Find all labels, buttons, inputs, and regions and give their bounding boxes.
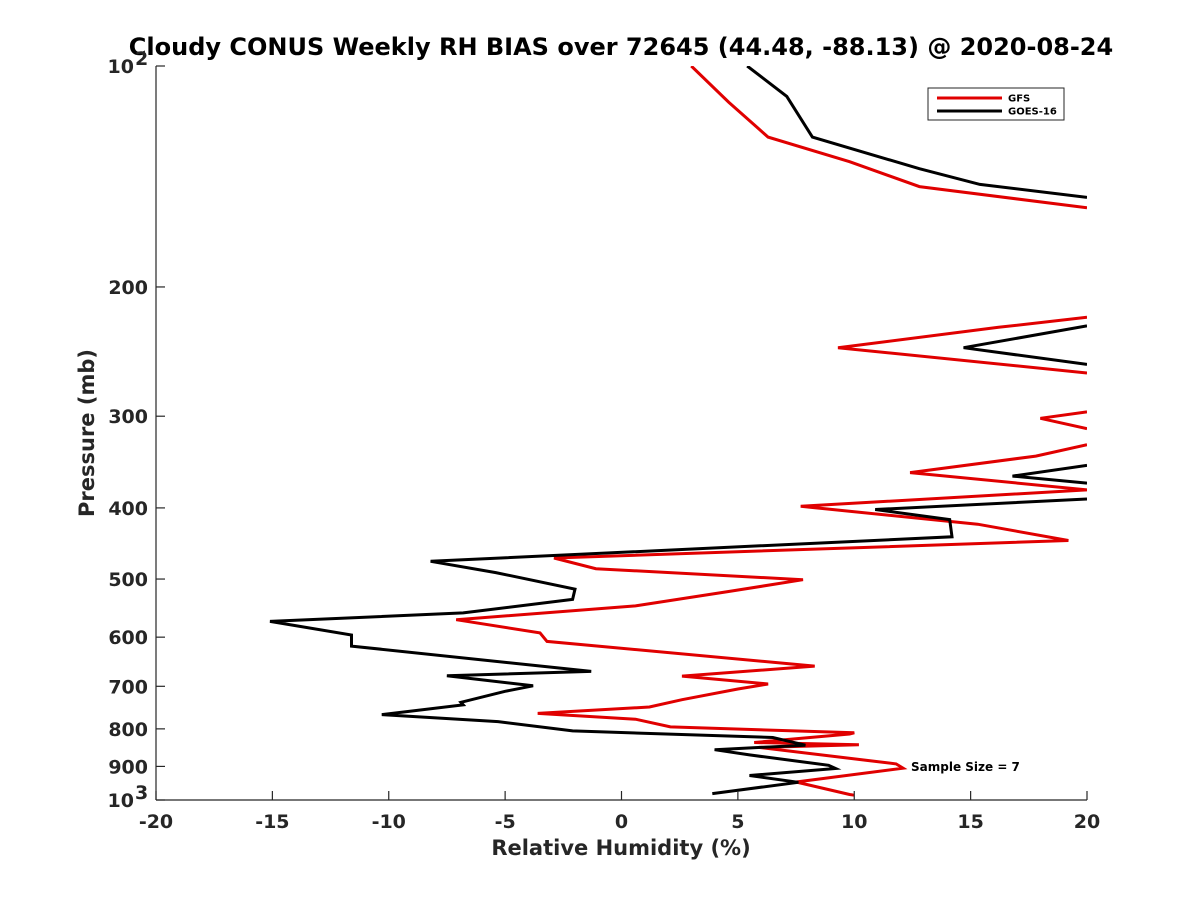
x-tick-label: -20 xyxy=(139,811,173,833)
x-tick-label: 20 xyxy=(1074,811,1100,833)
y-tick-label: 300 xyxy=(108,406,148,428)
series-line-gfs-segment-2 xyxy=(837,315,1087,375)
x-axis-label: Relative Humidity (%) xyxy=(491,836,750,860)
series-line-gfs-segment-1 xyxy=(690,66,1087,210)
y-tick-label: 800 xyxy=(108,719,148,741)
sample-size-annotation: Sample Size = 7 xyxy=(911,760,1020,774)
series-line-goes-16-segment-4 xyxy=(269,497,1087,796)
x-tick-label: -10 xyxy=(372,811,406,833)
y-axis-label: Pressure (mb) xyxy=(75,349,99,517)
series-line-goes-16-segment-3 xyxy=(1012,463,1087,485)
x-tick-label: 15 xyxy=(957,811,983,833)
x-tick-label: 5 xyxy=(731,811,744,833)
x-tick-label: -5 xyxy=(495,811,516,833)
x-ticks: -20 -15 -10 -5 0 5 10 15 20 xyxy=(139,791,1100,833)
y-tick-label: 200 xyxy=(108,277,148,299)
series-layer xyxy=(269,66,1087,797)
y-tick-label: 10 xyxy=(108,790,134,812)
x-tick-label: -15 xyxy=(255,811,289,833)
y-tick-label: 700 xyxy=(108,676,148,698)
x-tick-label: 10 xyxy=(841,811,867,833)
y-tick-label: 10 xyxy=(108,56,134,78)
series-line-goes-16-segment-2 xyxy=(963,324,1087,366)
chart-title: Cloudy CONUS Weekly RH BIAS over 72645 (… xyxy=(129,33,1113,61)
y-tick-exponent: 2 xyxy=(135,48,148,70)
y-tick-label: 600 xyxy=(108,627,148,649)
series-line-gfs-segment-4 xyxy=(455,443,1087,797)
series-line-goes-16-segment-1 xyxy=(746,66,1087,199)
series-line-gfs-segment-3 xyxy=(1040,410,1087,431)
legend-label: GFS xyxy=(1008,94,1030,105)
legend-box xyxy=(927,87,1065,121)
legend-label: GOES-16 xyxy=(1008,107,1057,118)
y-tick-label: 400 xyxy=(108,498,148,520)
x-tick-label: 0 xyxy=(615,811,628,833)
y-tick-label: 500 xyxy=(108,569,148,591)
legend: GFS GOES-16 xyxy=(927,87,1065,121)
y-tick-exponent: 3 xyxy=(135,782,148,804)
y-tick-label: 900 xyxy=(108,756,148,778)
